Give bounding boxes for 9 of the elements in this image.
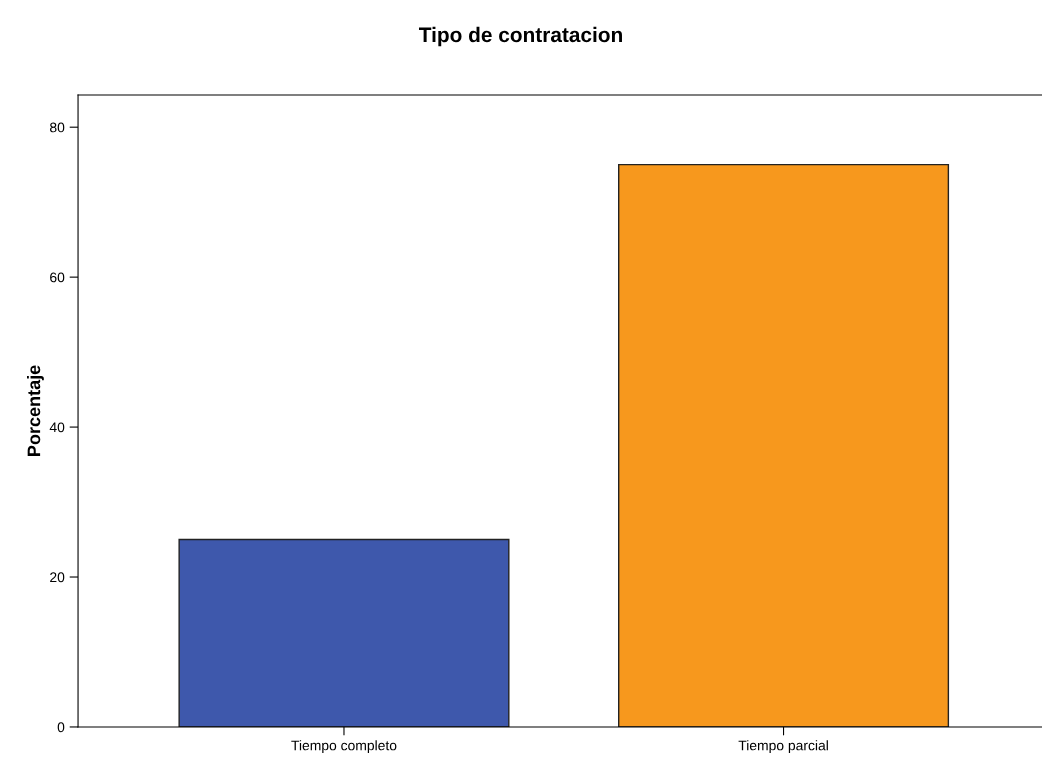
y-tick-label: 40 [49,422,65,433]
chart-title: Tipo de contratacion [418,26,622,47]
x-tick-label: Tiempo parcial [738,740,828,754]
y-tick-label: 60 [50,272,65,283]
y-tick-label: 20 [50,572,65,583]
y-tick-label: 0 [57,722,65,733]
y-axis-title: Porcentaje [27,365,44,456]
y-tick-label: 80 [50,122,65,133]
x-tick-label: Tiempo completo [291,740,397,754]
